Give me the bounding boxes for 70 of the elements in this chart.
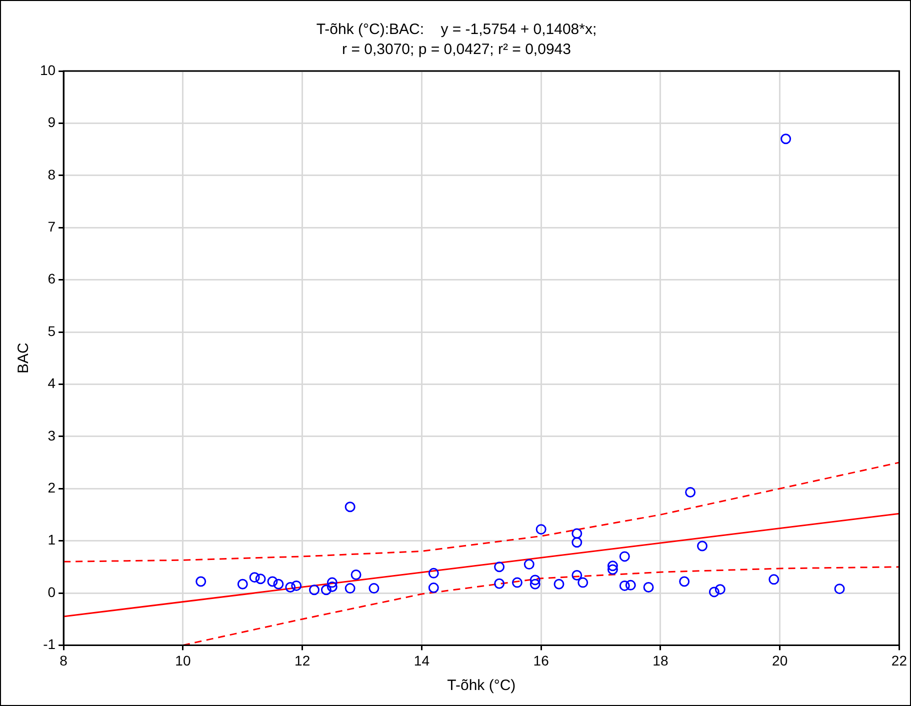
y-tick-label: 8 <box>48 166 56 182</box>
point <box>619 580 630 591</box>
point <box>607 560 618 572</box>
point <box>578 577 588 588</box>
y-tick-label: 5 <box>48 322 56 339</box>
y-tick-label: 6 <box>48 270 56 287</box>
chart-title: T-õhk (°C):BAC: y = -1,5754 + 0,1408*x; <box>316 21 597 38</box>
x-tick-label: 10 <box>175 652 191 668</box>
point <box>685 487 696 498</box>
point <box>320 584 332 596</box>
point <box>696 540 708 552</box>
point <box>494 578 505 589</box>
point <box>237 578 248 590</box>
y-tick-label: 1 <box>48 532 56 548</box>
x-tick-label: 14 <box>414 652 430 668</box>
x-tick-label: 18 <box>652 652 668 668</box>
point <box>368 583 380 594</box>
point <box>572 528 582 539</box>
point <box>572 537 582 548</box>
point <box>708 586 720 598</box>
point <box>273 578 284 590</box>
point <box>714 584 726 595</box>
y-tick-label: 2 <box>48 479 56 496</box>
point <box>344 502 356 512</box>
y-tick-label: 4 <box>48 375 56 392</box>
point <box>625 580 636 590</box>
y-tick-label: 7 <box>48 218 56 234</box>
point <box>326 577 338 588</box>
point <box>512 577 522 588</box>
point <box>530 578 540 590</box>
point <box>643 582 654 593</box>
line-series <box>64 462 900 562</box>
point <box>196 576 206 587</box>
point <box>291 580 302 591</box>
y-axis-title: BAC <box>15 342 32 374</box>
point <box>344 583 356 594</box>
point <box>607 564 618 575</box>
y-tick-label: 10 <box>40 62 56 78</box>
point <box>768 574 780 585</box>
chart-subtitle: r = 0,3070; p = 0,0427; r² = 0,0943 <box>342 41 571 58</box>
point <box>309 584 320 596</box>
point <box>780 134 792 144</box>
point <box>249 572 260 583</box>
y-tick-label: -1 <box>43 636 56 652</box>
point <box>494 562 505 572</box>
x-tick-label: 16 <box>533 652 550 668</box>
y-tick-label: 0 <box>48 584 56 600</box>
point <box>285 582 296 593</box>
x-tick-label: 22 <box>891 652 908 668</box>
y-tick-label: 9 <box>48 114 56 130</box>
point <box>428 568 439 578</box>
point <box>326 581 338 592</box>
y-tick-label: 3 <box>48 427 56 444</box>
x-tick-label: 8 <box>60 652 68 668</box>
x-tick-label: 20 <box>772 652 788 668</box>
point <box>524 559 534 570</box>
point <box>619 551 630 562</box>
point <box>679 576 690 587</box>
point <box>350 569 362 580</box>
point <box>834 584 845 594</box>
point <box>536 524 546 535</box>
point <box>267 576 278 587</box>
point <box>554 578 564 590</box>
point <box>530 574 540 586</box>
x-axis-title: T-õhk (°C) <box>447 677 516 694</box>
x-tick-label: 12 <box>294 652 310 668</box>
point <box>255 574 266 584</box>
point <box>428 582 439 594</box>
point <box>572 570 582 580</box>
line-series <box>182 566 900 646</box>
